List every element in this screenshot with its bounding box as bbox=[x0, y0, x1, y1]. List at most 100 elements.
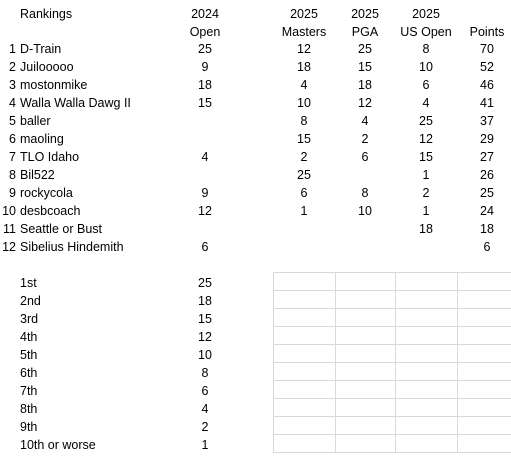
place-cell[interactable]: 6th bbox=[20, 366, 38, 380]
place-points-cell[interactable]: 12 bbox=[198, 330, 212, 344]
us-open-2025-cell[interactable]: 6 bbox=[422, 78, 430, 92]
player-name-cell[interactable]: maoling bbox=[20, 132, 64, 146]
pga-2025-cell[interactable]: 18 bbox=[358, 78, 372, 92]
place-points-cell[interactable]: 1 bbox=[201, 438, 209, 452]
open-2024-cell[interactable] bbox=[175, 112, 235, 130]
points-cell[interactable]: 26 bbox=[480, 168, 494, 182]
us-open-2025-cell[interactable]: 8 bbox=[422, 42, 430, 56]
rank-cell[interactable]: 6 bbox=[9, 132, 16, 146]
open-2024-cell[interactable]: 25 bbox=[198, 42, 212, 56]
us-open-2025-cell[interactable] bbox=[395, 238, 457, 256]
masters-2025-cell[interactable] bbox=[273, 238, 335, 256]
header-2025-masters-line1[interactable]: 2025 bbox=[290, 7, 318, 21]
place-points-cell[interactable]: 10 bbox=[198, 348, 212, 362]
place-points-cell[interactable]: 15 bbox=[198, 312, 212, 326]
pga-2025-cell[interactable]: 10 bbox=[358, 204, 372, 218]
masters-2025-cell[interactable] bbox=[273, 220, 335, 238]
place-cell[interactable]: 9th bbox=[20, 420, 38, 434]
rank-cell[interactable]: 8 bbox=[9, 168, 16, 182]
rank-cell[interactable]: 3 bbox=[9, 78, 16, 92]
player-name-cell[interactable]: Bil522 bbox=[20, 168, 55, 182]
us-open-2025-cell[interactable]: 4 bbox=[422, 96, 430, 110]
place-cell[interactable]: 4th bbox=[20, 330, 38, 344]
us-open-2025-cell[interactable]: 10 bbox=[419, 60, 433, 74]
rank-cell[interactable]: 5 bbox=[9, 114, 16, 128]
rank-cell[interactable]: 7 bbox=[9, 150, 16, 164]
rank-cell[interactable]: 4 bbox=[9, 96, 16, 110]
place-cell[interactable]: 2nd bbox=[20, 294, 41, 308]
masters-2025-cell[interactable]: 6 bbox=[300, 186, 308, 200]
pga-2025-cell[interactable]: 15 bbox=[358, 60, 372, 74]
points-cell[interactable]: 6 bbox=[483, 240, 491, 254]
rank-cell[interactable]: 11 bbox=[3, 222, 16, 236]
open-2024-cell[interactable]: 4 bbox=[201, 150, 209, 164]
points-cell[interactable]: 41 bbox=[480, 96, 494, 110]
header-2025-pga-line2[interactable]: PGA bbox=[351, 25, 379, 39]
player-name-cell[interactable]: D-Train bbox=[20, 42, 62, 56]
player-name-cell[interactable]: Juilooooo bbox=[20, 60, 74, 74]
place-cell[interactable]: 3rd bbox=[20, 312, 39, 326]
header-2025-masters-line2[interactable]: Masters bbox=[281, 25, 327, 39]
points-cell[interactable]: 29 bbox=[480, 132, 494, 146]
player-name-cell[interactable]: baller bbox=[20, 114, 51, 128]
place-points-cell[interactable]: 25 bbox=[198, 276, 212, 290]
place-cell[interactable]: 7th bbox=[20, 384, 38, 398]
header-2025-us-open-line2[interactable]: US Open bbox=[400, 25, 452, 39]
us-open-2025-cell[interactable]: 12 bbox=[419, 132, 433, 146]
masters-2025-cell[interactable]: 12 bbox=[297, 42, 311, 56]
open-2024-cell[interactable]: 6 bbox=[201, 240, 209, 254]
open-2024-cell[interactable]: 9 bbox=[201, 60, 209, 74]
rank-cell[interactable]: 2 bbox=[9, 60, 16, 74]
rank-cell[interactable]: 1 bbox=[9, 42, 16, 56]
player-name-cell[interactable]: Seattle or Bust bbox=[20, 222, 102, 236]
masters-2025-cell[interactable]: 18 bbox=[297, 60, 311, 74]
masters-2025-cell[interactable]: 25 bbox=[297, 168, 311, 182]
open-2024-cell[interactable]: 18 bbox=[198, 78, 212, 92]
open-2024-cell[interactable]: 12 bbox=[198, 204, 212, 218]
open-2024-cell[interactable]: 15 bbox=[198, 96, 212, 110]
masters-2025-cell[interactable]: 1 bbox=[300, 204, 308, 218]
pga-2025-cell[interactable]: 25 bbox=[358, 42, 372, 56]
place-cell[interactable]: 8th bbox=[20, 402, 38, 416]
place-cell[interactable]: 10th or worse bbox=[20, 438, 96, 452]
header-2024-open-line2[interactable]: Open bbox=[189, 25, 221, 39]
points-cell[interactable]: 70 bbox=[480, 42, 494, 56]
place-points-cell[interactable]: 4 bbox=[201, 402, 209, 416]
pga-2025-cell[interactable]: 2 bbox=[361, 132, 369, 146]
header-2025-us-open-line1[interactable]: 2025 bbox=[412, 7, 440, 21]
player-name-cell[interactable]: rockycola bbox=[20, 186, 73, 200]
pga-2025-cell[interactable]: 4 bbox=[361, 114, 369, 128]
open-2024-cell[interactable] bbox=[175, 220, 235, 238]
pga-2025-cell[interactable] bbox=[335, 220, 395, 238]
place-points-cell[interactable]: 8 bbox=[201, 366, 209, 380]
player-name-cell[interactable]: TLO Idaho bbox=[20, 150, 80, 164]
masters-2025-cell[interactable]: 2 bbox=[300, 150, 308, 164]
points-cell[interactable]: 46 bbox=[480, 78, 494, 92]
player-name-cell[interactable]: mostonmike bbox=[20, 78, 88, 92]
header-2024-open-line1[interactable]: 2024 bbox=[191, 7, 219, 21]
us-open-2025-cell[interactable]: 2 bbox=[422, 186, 430, 200]
player-name-cell[interactable]: desbcoach bbox=[20, 204, 81, 218]
masters-2025-cell[interactable]: 10 bbox=[297, 96, 311, 110]
masters-2025-cell[interactable]: 8 bbox=[300, 114, 308, 128]
rank-cell[interactable]: 12 bbox=[2, 240, 16, 254]
us-open-2025-cell[interactable]: 15 bbox=[419, 150, 433, 164]
points-cell[interactable]: 24 bbox=[480, 204, 494, 218]
points-cell[interactable]: 18 bbox=[480, 222, 494, 236]
us-open-2025-cell[interactable]: 18 bbox=[419, 222, 433, 236]
masters-2025-cell[interactable]: 4 bbox=[300, 78, 308, 92]
us-open-2025-cell[interactable]: 1 bbox=[422, 168, 430, 182]
masters-2025-cell[interactable]: 15 bbox=[297, 132, 311, 146]
us-open-2025-cell[interactable]: 25 bbox=[419, 114, 433, 128]
points-cell[interactable]: 25 bbox=[480, 186, 494, 200]
open-2024-cell[interactable] bbox=[175, 166, 235, 184]
rankings-title[interactable]: Rankings bbox=[20, 7, 73, 21]
place-points-cell[interactable]: 2 bbox=[201, 420, 209, 434]
open-2024-cell[interactable]: 9 bbox=[201, 186, 209, 200]
player-name-cell[interactable]: Walla Walla Dawg II bbox=[20, 96, 131, 110]
pga-2025-cell[interactable] bbox=[335, 166, 395, 184]
points-cell[interactable]: 52 bbox=[480, 60, 494, 74]
place-cell[interactable]: 1st bbox=[20, 276, 37, 290]
pga-2025-cell[interactable] bbox=[335, 238, 395, 256]
pga-2025-cell[interactable]: 6 bbox=[361, 150, 369, 164]
